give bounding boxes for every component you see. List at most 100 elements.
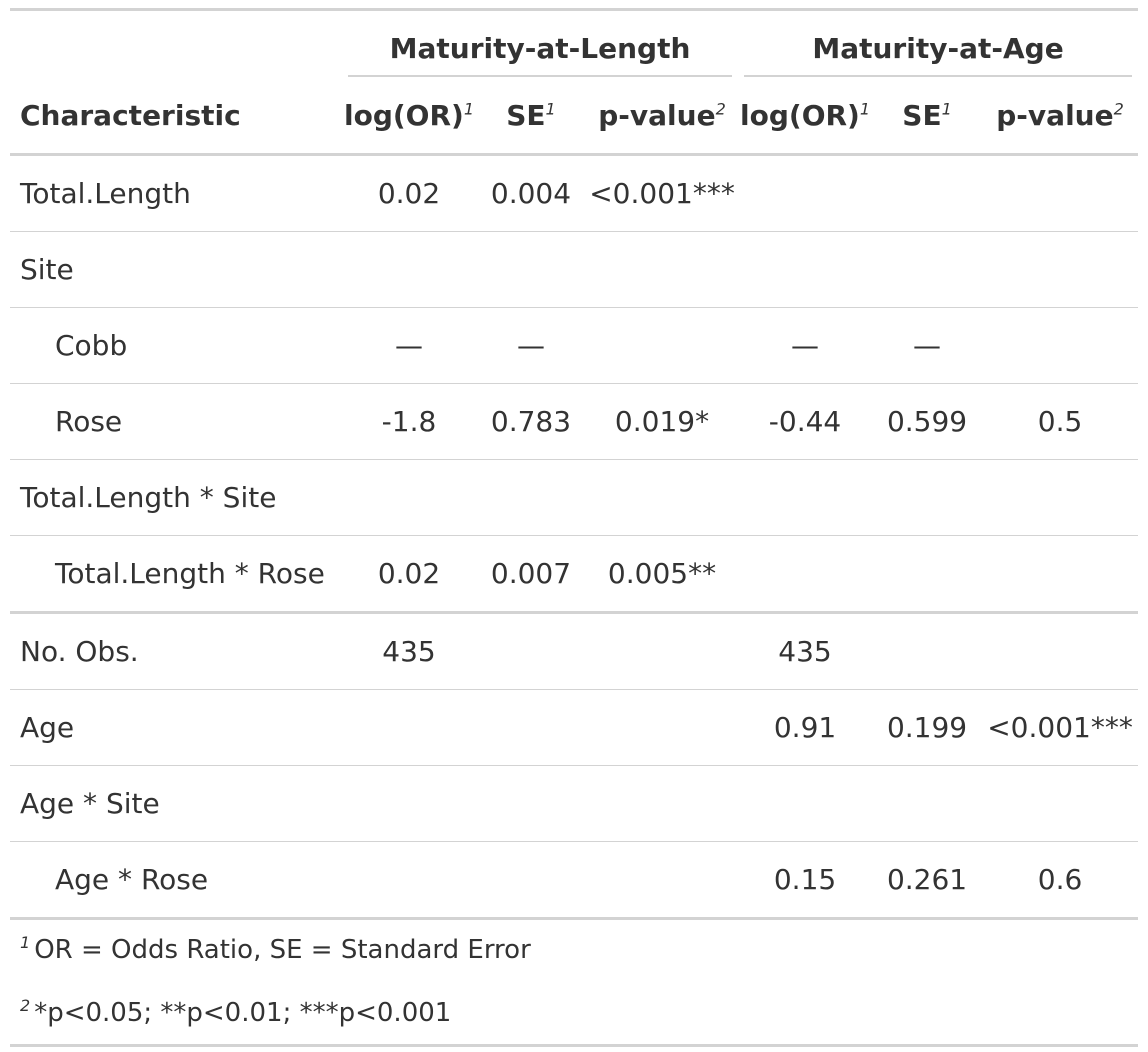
spanner-length: Maturity-at-Length <box>342 8 739 77</box>
header-p-value-age: p-value2 <box>982 77 1139 156</box>
footnote-mark: 2 <box>715 99 726 119</box>
cell-log-or-length <box>342 689 476 766</box>
spanner-age: Maturity-at-Age <box>738 8 1139 77</box>
header-p-value-age-label: p-value <box>996 98 1114 132</box>
spanner-row: Maturity-at-Length Maturity-at-Age <box>10 8 1139 77</box>
cell-se-age <box>872 612 983 690</box>
table-row: No. Obs. 435 435 <box>10 612 1139 690</box>
cell-p-value-age: 0.6 <box>982 841 1139 920</box>
cell-log-or-age: 435 <box>738 612 873 690</box>
cell-se-length <box>476 841 586 920</box>
table-body: Total.Length 0.02 0.004 <0.001*** Site C… <box>10 154 1139 920</box>
cell-log-or-length: 0.02 <box>342 535 476 614</box>
cell-log-or-age: 0.15 <box>738 841 873 920</box>
header-log-or-age: log(OR)1 <box>738 77 873 156</box>
footnote-mark: 1 <box>463 99 475 119</box>
footnote-2: 2 *p<0.05; **p<0.01; ***p<0.001 <box>20 998 451 1028</box>
row-label: Total.Length * Rose <box>10 535 342 614</box>
row-label: Cobb <box>10 307 342 384</box>
header-log-or-length-label: log(OR) <box>343 98 464 132</box>
cell-se-length: 0.004 <box>476 154 586 232</box>
table-footnotes: 1 OR = Odds Ratio, SE = Standard Error 2 *… <box>10 918 1138 1047</box>
cell-p-value-length <box>586 841 739 920</box>
cell-se-age <box>872 459 983 536</box>
cell-se-age <box>872 231 983 308</box>
cell-p-value-age <box>982 307 1139 384</box>
row-label: No. Obs. <box>10 612 342 690</box>
cell-se-length: 0.007 <box>476 535 586 614</box>
cell-p-value-length: 0.005** <box>586 535 739 614</box>
footnote-2-mark: 2 <box>20 996 31 1016</box>
cell-p-value-age: <0.001*** <box>982 689 1139 766</box>
cell-log-or-length <box>342 231 476 308</box>
spanner-age-label: Maturity-at-Age <box>744 32 1133 77</box>
spanner-length-label: Maturity-at-Length <box>348 32 733 77</box>
cell-p-value-age <box>982 765 1139 842</box>
table-row: Total.Length * Rose 0.02 0.007 0.005** <box>10 535 1139 614</box>
cell-se-age: — <box>872 307 983 384</box>
row-label: Rose <box>10 383 342 460</box>
cell-se-length <box>476 459 586 536</box>
header-p-value-length-label: p-value <box>598 98 716 132</box>
cell-p-value-age <box>982 459 1139 536</box>
cell-log-or-length: — <box>342 307 476 384</box>
table-row: Cobb — — — — <box>10 307 1139 384</box>
cell-p-value-length <box>586 689 739 766</box>
cell-p-value-length: <0.001*** <box>586 154 739 232</box>
cell-p-value-length <box>586 231 739 308</box>
cell-log-or-age <box>738 459 873 536</box>
cell-p-value-length <box>586 765 739 842</box>
cell-se-length: 0.783 <box>476 383 586 460</box>
header-p-value-length: p-value2 <box>586 77 739 156</box>
cell-log-or-age: — <box>738 307 873 384</box>
row-label: Age * Site <box>10 765 342 842</box>
cell-log-or-length <box>342 459 476 536</box>
table-row: Total.Length 0.02 0.004 <0.001*** <box>10 154 1139 232</box>
table-row: Total.Length * Site <box>10 459 1139 536</box>
cell-log-or-age <box>738 154 873 232</box>
cell-p-value-length <box>586 612 739 690</box>
column-header-row: Characteristic log(OR)1 SE1 p-value2 log… <box>10 77 1139 156</box>
table-row: Age 0.91 0.199 <0.001*** <box>10 689 1139 766</box>
cell-log-or-length: 0.02 <box>342 154 476 232</box>
cell-se-length <box>476 765 586 842</box>
header-log-or-age-label: log(OR) <box>740 98 860 132</box>
spanner-blank <box>10 8 342 77</box>
cell-se-age <box>872 765 983 842</box>
row-label: Age * Rose <box>10 841 342 920</box>
header-se-length-label: SE <box>506 98 546 132</box>
header-se-age-label: SE <box>902 98 942 132</box>
cell-se-age: 0.199 <box>872 689 983 766</box>
cell-log-or-length: -1.8 <box>342 383 476 460</box>
cell-p-value-age <box>982 535 1139 614</box>
header-se-length: SE1 <box>476 77 586 156</box>
cell-p-value-length <box>586 459 739 536</box>
row-label: Total.Length * Site <box>10 459 342 536</box>
cell-se-age: 0.599 <box>872 383 983 460</box>
cell-se-length <box>476 689 586 766</box>
cell-se-age <box>872 154 983 232</box>
footnote-1-mark: 1 <box>20 933 31 953</box>
footnote-1: 1 OR = Odds Ratio, SE = Standard Error <box>20 935 531 965</box>
row-label: Age <box>10 689 342 766</box>
footnote-mark: 2 <box>1113 99 1124 119</box>
cell-se-length: — <box>476 307 586 384</box>
table-row: Age * Site <box>10 765 1139 842</box>
cell-log-or-age <box>738 535 873 614</box>
cell-p-value-age: 0.5 <box>982 383 1139 460</box>
cell-se-length <box>476 231 586 308</box>
cell-log-or-length <box>342 841 476 920</box>
header-se-age: SE1 <box>872 77 983 156</box>
cell-p-value-age <box>982 154 1139 232</box>
header-characteristic: Characteristic <box>10 77 342 156</box>
table-row: Age * Rose 0.15 0.261 0.6 <box>10 841 1139 920</box>
cell-se-age <box>872 535 983 614</box>
cell-p-value-length: 0.019* <box>586 383 739 460</box>
footnote-1-text: OR = Odds Ratio, SE = Standard Error <box>34 935 531 965</box>
cell-p-value-age <box>982 231 1139 308</box>
cell-se-age: 0.261 <box>872 841 983 920</box>
cell-p-value-length <box>586 307 739 384</box>
cell-p-value-age <box>982 612 1139 690</box>
cell-log-or-age: 0.91 <box>738 689 873 766</box>
